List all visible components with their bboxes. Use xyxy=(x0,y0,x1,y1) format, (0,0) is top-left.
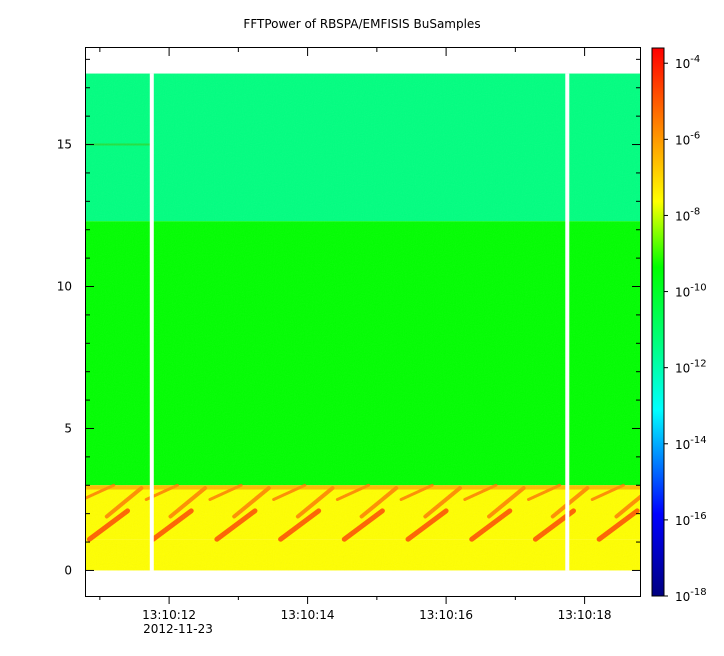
colorbar-tick-label: 10-16 xyxy=(675,511,707,528)
y-tick-label: 0 xyxy=(64,563,72,577)
colorbar-tick-label: 10-4 xyxy=(675,54,700,71)
x-date-label: 2012-11-23 xyxy=(143,622,213,636)
colorbar-tick-label: 10-14 xyxy=(675,435,707,452)
colorbar-tick-label: 10-12 xyxy=(675,359,707,376)
x-tick-label: 13:10:12 xyxy=(142,608,196,622)
y-tick-label: 10 xyxy=(57,280,72,294)
colorbar-tick-label: 10-8 xyxy=(675,206,700,223)
y-tick-label: 5 xyxy=(64,421,72,435)
colorbar xyxy=(651,47,665,597)
colorbar-tick-label: 10-10 xyxy=(675,283,707,300)
colorbar-tick-label: 10-6 xyxy=(675,130,700,147)
data-gap xyxy=(565,73,570,571)
x-tick-label: 13:10:18 xyxy=(558,608,612,622)
x-tick-label: 13:10:14 xyxy=(281,608,335,622)
data-gap xyxy=(149,73,154,571)
chart-title: FFTPower of RBSPA/EMFISIS BuSamples xyxy=(243,17,481,31)
plot-frame xyxy=(85,47,641,597)
y-tick-label: 15 xyxy=(57,138,72,152)
colorbar-tick-label: 10-18 xyxy=(675,587,707,604)
x-tick-label: 13:10:16 xyxy=(419,608,473,622)
speckle-overlay xyxy=(86,73,640,571)
